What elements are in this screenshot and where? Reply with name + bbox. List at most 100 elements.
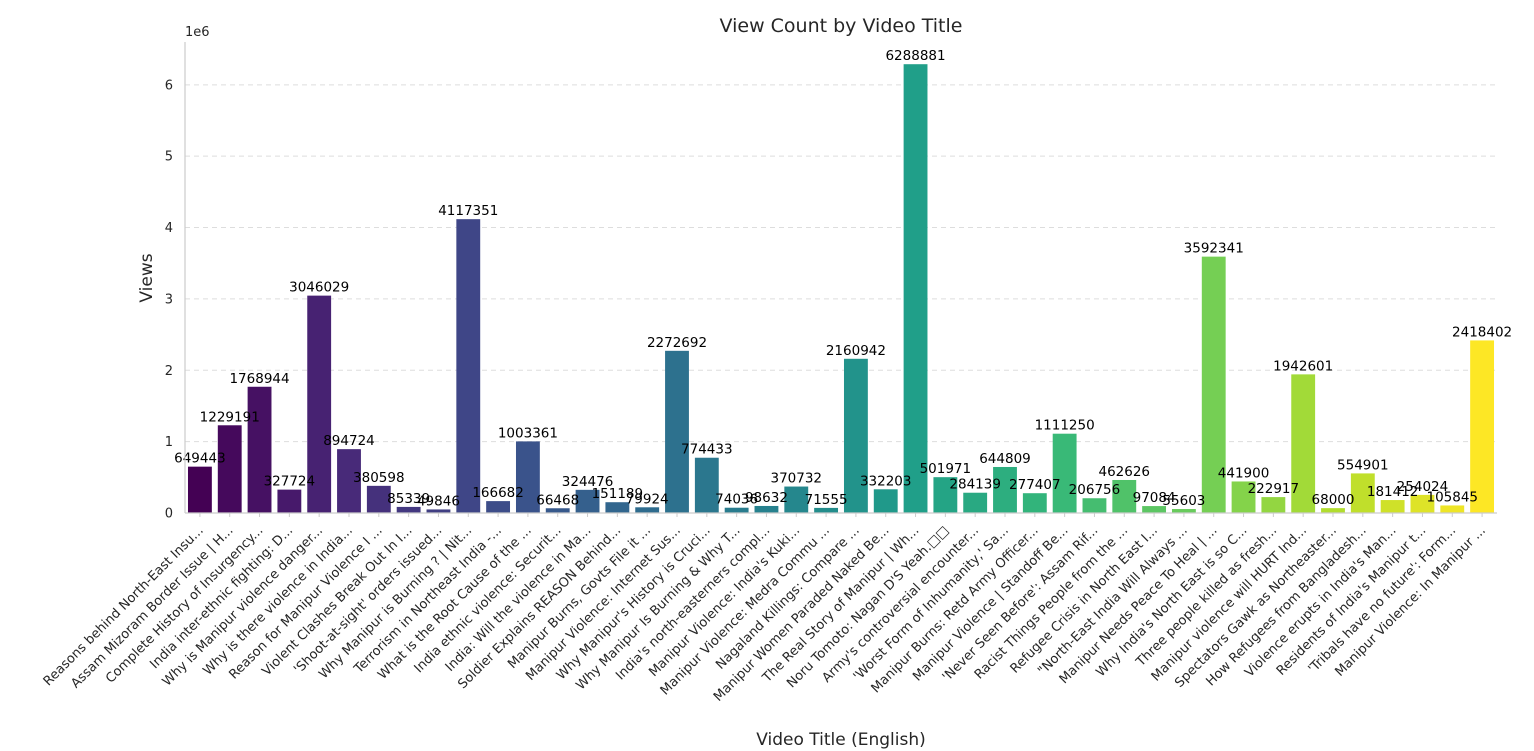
bar-value-label: 462626: [1098, 464, 1150, 480]
bar: [963, 492, 988, 513]
bar-value-label: 49846: [417, 493, 460, 509]
bar: [635, 507, 660, 513]
y-tick-label: 0: [165, 507, 173, 522]
bar: [933, 477, 958, 513]
bar-value-label: 332203: [860, 473, 912, 489]
bar-value-label: 1229191: [200, 409, 260, 425]
bar: [724, 507, 749, 513]
bar: [1171, 509, 1196, 513]
bar: [217, 425, 242, 513]
y-tick-label: 6: [165, 78, 173, 93]
bar-value-label: 1003361: [498, 425, 558, 441]
bar-value-label: 774433: [681, 442, 733, 458]
bar: [843, 358, 868, 513]
bar: [694, 457, 719, 513]
bar-value-label: 222917: [1248, 481, 1300, 497]
y-tick-label: 2: [165, 364, 173, 379]
bar-value-label: 68000: [1312, 492, 1355, 508]
bar-value-label: 441900: [1218, 465, 1270, 481]
bar: [1022, 493, 1047, 513]
bar-value-label: 649443: [174, 451, 226, 467]
bar: [396, 506, 421, 513]
x-axis-label: Video Title (English): [756, 730, 926, 750]
x-axis-ticks: Reasons behind North-East Insu...Assam M…: [41, 513, 1489, 705]
bar-value-label: 97084: [1133, 490, 1176, 506]
bar: [1321, 508, 1345, 513]
bar-value-label: 6288881: [885, 48, 945, 64]
bar: [754, 505, 779, 513]
bar-value-label: 79924: [626, 491, 669, 507]
bar: [993, 466, 1017, 513]
y-scale-label: 1e6: [185, 25, 210, 40]
y-tick-label: 4: [165, 221, 173, 236]
bar-value-label: 2272692: [647, 335, 707, 351]
bar: [605, 502, 630, 513]
bar-value-label: 380598: [353, 470, 405, 486]
bars: [187, 64, 1495, 514]
bar: [1142, 506, 1167, 513]
y-axis-ticks: 0 1 2 3 4 5 6: [165, 78, 173, 521]
bar-value-label: 894724: [323, 433, 375, 449]
bar-value-label: 254024: [1397, 479, 1449, 495]
chart-title: View Count by Video Title: [720, 15, 963, 37]
bar-value-label: 2160942: [826, 343, 886, 359]
bar-value-label: 181412: [1367, 484, 1419, 500]
bar: [247, 386, 272, 513]
bar-value-label: 1768944: [229, 371, 289, 387]
bar: [1350, 473, 1375, 513]
bar: [456, 219, 481, 513]
bar: [814, 507, 839, 513]
bar: [1052, 433, 1077, 513]
bar-value-label: 3046029: [289, 280, 349, 296]
data-labels: 649443 1229191 1768944 327724 3046029 894724 3…: [174, 48, 1512, 509]
bar-value-label: 66468: [536, 492, 579, 508]
bar: [337, 449, 361, 513]
y-tick-label: 1: [165, 435, 173, 450]
bar-value-label: 105845: [1426, 489, 1478, 505]
bar: [307, 295, 332, 513]
bar-value-label: 277407: [1009, 477, 1061, 493]
bar-value-label: 98632: [745, 490, 788, 506]
bar-value-label: 206756: [1069, 482, 1121, 498]
bar-value-label: 71555: [805, 492, 848, 508]
y-tick-label: 3: [165, 292, 173, 307]
bar: [1410, 494, 1435, 513]
bar: [575, 489, 600, 513]
bar: [1231, 481, 1256, 513]
bar-value-label: 74036: [715, 492, 758, 508]
bar: [486, 501, 511, 513]
bar-value-label: 55603: [1162, 493, 1205, 509]
bar: [1380, 500, 1405, 513]
bar: [545, 508, 570, 513]
bar: [426, 509, 451, 513]
bar-value-label: 324476: [562, 474, 614, 490]
bar-value-label: 2418402: [1452, 324, 1512, 340]
bar-value-label: 166682: [472, 485, 524, 501]
y-axis-label: Views: [137, 253, 157, 302]
bar: [1470, 340, 1495, 513]
bar-value-label: 284139: [949, 477, 1001, 493]
bar-value-label: 151189: [592, 486, 644, 502]
y-tick-label: 5: [165, 150, 173, 165]
bar: [1112, 479, 1137, 513]
bar: [903, 64, 928, 514]
bar: [1291, 374, 1316, 513]
bar: [1261, 497, 1286, 513]
bar: [366, 485, 391, 513]
bar-value-label: 3592341: [1184, 241, 1244, 257]
bar-value-label: 644809: [979, 451, 1031, 467]
bar-value-label: 4117351: [438, 203, 498, 219]
grid-lines: [185, 84, 1497, 443]
bar: [1082, 498, 1107, 513]
bar: [187, 466, 212, 513]
bar-value-label: 554901: [1337, 457, 1389, 473]
bar: [515, 441, 540, 513]
bar: [665, 350, 689, 513]
bar: [873, 489, 898, 513]
bar: [784, 486, 809, 513]
bar: [1440, 505, 1465, 513]
bar-value-label: 85339: [387, 491, 430, 507]
bar-value-label: 1942601: [1273, 358, 1333, 374]
bar: [1201, 256, 1226, 513]
